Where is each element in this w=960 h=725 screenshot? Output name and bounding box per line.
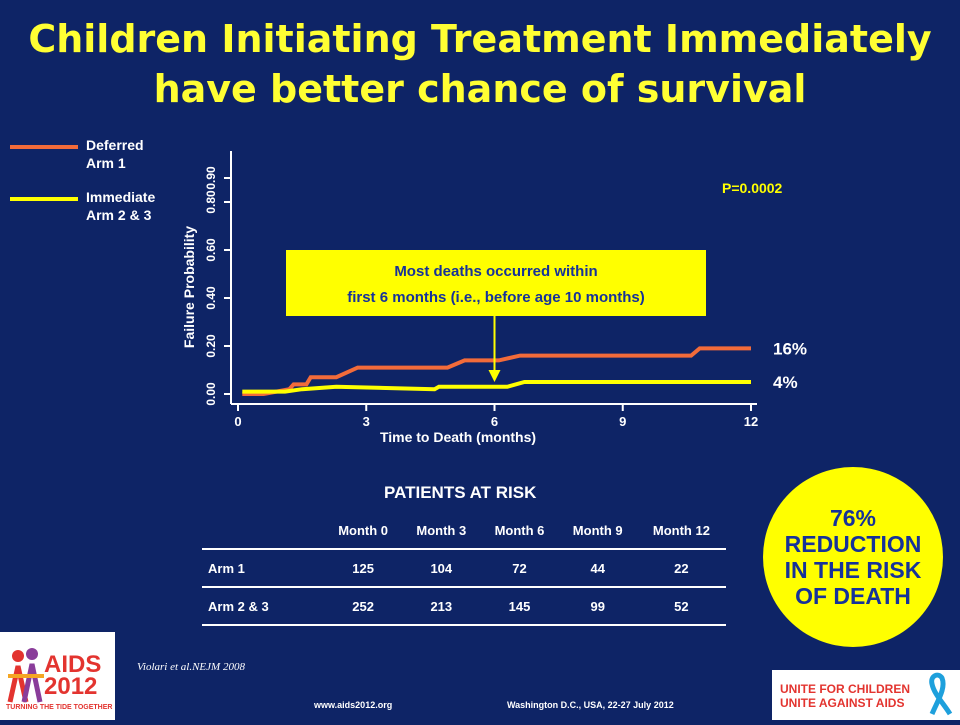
- slide-title: Children Initiating Treatment Immediatel…: [0, 14, 960, 114]
- chart-annotation: Most deaths occurred within first 6 mont…: [286, 250, 706, 382]
- table-row: Arm 1 125 104 72 44 22: [202, 549, 726, 588]
- chart-series: 16% 4%: [242, 339, 807, 396]
- table-cell: 72: [480, 549, 559, 588]
- title-line-2: have better chance of survival: [153, 67, 807, 111]
- logo-wordmark: AIDS 2012: [44, 651, 102, 700]
- y-tick-label: 0.90: [204, 166, 218, 190]
- annotation-box: [286, 250, 706, 316]
- legend-swatch-deferred: [10, 145, 78, 149]
- patients-at-risk-table: Month 0 Month 3 Month 6 Month 9 Month 12…: [202, 512, 726, 626]
- chart-legend: Deferred Arm 1 Immediate Arm 2 & 3: [10, 136, 200, 240]
- table-cell: 213: [402, 587, 481, 626]
- ribbon-people-icon: [7, 648, 44, 703]
- legend-item-immediate: Immediate Arm 2 & 3: [10, 188, 200, 236]
- logo-tagline: TURNING THE TIDE TOGETHER: [6, 704, 113, 711]
- table-cell: 104: [402, 549, 481, 588]
- row-label: Arm 2 & 3: [202, 587, 324, 626]
- header-cell: Month 9: [558, 512, 637, 550]
- table-cell: 99: [558, 587, 637, 626]
- table-row: Arm 2 & 3 252 213 145 99 52: [202, 587, 726, 626]
- footer-location: Washington D.C., USA, 22-27 July 2012: [507, 700, 674, 710]
- table-cell: 22: [636, 549, 726, 588]
- row-label: Arm 1: [202, 549, 324, 588]
- table-cell: 125: [324, 549, 403, 588]
- callout-line-1: 76%: [829, 505, 877, 531]
- legend-label-deferred: Deferred: [86, 137, 144, 153]
- y-axis-label: Failure Probability: [181, 226, 197, 348]
- chart-axes: 0.00 0.20 0.40 0.60 0.800.90 0 3 6 9 12: [204, 151, 758, 429]
- risk-table-title: PATIENTS AT RISK: [384, 483, 537, 502]
- legend-sublabel-immediate: Arm 2 & 3: [86, 207, 152, 223]
- annotation-line-2: first 6 months (i.e., before age 10 mont…: [347, 289, 645, 306]
- x-tick-label: 6: [491, 414, 498, 429]
- x-tick-label: 9: [619, 414, 626, 429]
- legend-sublabel-deferred: Arm 1: [86, 155, 126, 171]
- callout-line-2: REDUCTION: [784, 531, 922, 557]
- p-value: P=0.0002: [722, 180, 783, 196]
- risk-reduction-callout: 76% REDUCTION IN THE RISK OF DEATH: [763, 467, 943, 647]
- legend-swatch-immediate: [10, 197, 78, 201]
- table-cell: 44: [558, 549, 637, 588]
- footer-url[interactable]: www.aids2012.org: [314, 700, 393, 710]
- y-tick-label: 0.40: [204, 286, 218, 310]
- y-tick-label: 0.20: [204, 334, 218, 358]
- header-cell: Month 6: [480, 512, 559, 550]
- x-tick-label: 0: [234, 414, 241, 429]
- callout-line-4: OF DEATH: [795, 583, 911, 609]
- kaplan-meier-chart: 0.00 0.20 0.40 0.60 0.800.90 0 3 6 9 12 16% 4% Mos…: [181, 151, 807, 445]
- unite-for-children-logo: UNITE FOR CHILDREN UNITE AGAINST AIDS: [772, 670, 960, 720]
- y-tick-label: 0.00: [204, 382, 218, 406]
- table-cell: 52: [636, 587, 726, 626]
- y-tick-label: 0.60: [204, 238, 218, 262]
- header-cell: Month 0: [324, 512, 403, 550]
- end-label-immediate: 4%: [773, 373, 798, 392]
- header-cell: Month 12: [636, 512, 726, 550]
- legend-label-immediate: Immediate: [86, 189, 156, 205]
- unite-line-1: UNITE FOR CHILDREN: [780, 682, 910, 696]
- legend-item-deferred: Deferred Arm 1: [10, 136, 200, 184]
- citation: Violari et al.NEJM 2008: [137, 661, 245, 673]
- end-label-deferred: 16%: [773, 339, 807, 358]
- y-tick-label: 0.80: [204, 190, 218, 214]
- header-cell: [202, 512, 324, 550]
- annotation-line-1: Most deaths occurred within: [394, 263, 597, 280]
- header-cell: Month 3: [402, 512, 481, 550]
- x-tick-label: 3: [363, 414, 370, 429]
- table-header-row: Month 0 Month 3 Month 6 Month 9 Month 12: [202, 512, 726, 550]
- table-cell: 145: [480, 587, 559, 626]
- ribbon-icon: [929, 672, 953, 716]
- annotation-arrow-head: [488, 370, 501, 382]
- table-cell: 252: [324, 587, 403, 626]
- series-line-immediate: [242, 380, 751, 394]
- title-line-1: Children Initiating Treatment Immediatel…: [28, 17, 932, 61]
- callout-line-3: IN THE RISK: [784, 557, 922, 583]
- x-axis-label: Time to Death (months): [380, 429, 536, 445]
- unite-line-2: UNITE AGAINST AIDS: [780, 696, 905, 710]
- x-tick-label: 12: [744, 414, 758, 429]
- aids2012-logo: AIDS 2012 TURNING THE TIDE TOGETHER: [0, 632, 115, 720]
